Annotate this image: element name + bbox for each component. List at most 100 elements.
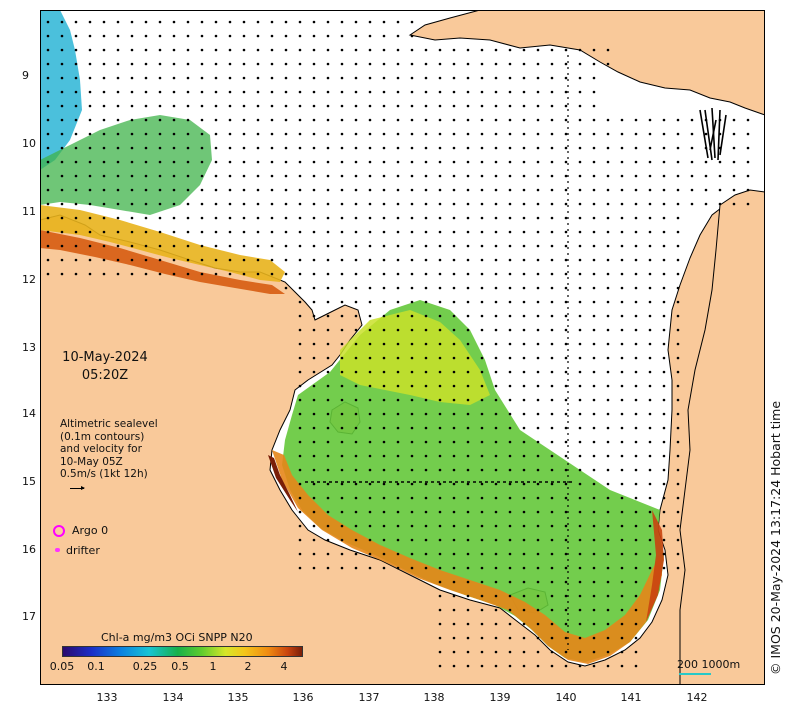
velocity-arrow: [662, 272, 666, 276]
velocity-arrow: [284, 62, 288, 66]
velocity-arrow: [648, 272, 652, 276]
velocity-arrow: [396, 370, 400, 374]
velocity-arrow: [634, 118, 638, 122]
velocity-arrow: [536, 132, 540, 136]
velocity-arrow: [522, 650, 526, 654]
velocity-arrow: [578, 174, 582, 178]
velocity-arrow: [242, 188, 246, 192]
velocity-arrow: [368, 272, 372, 276]
velocity-arrow: [368, 328, 372, 332]
velocity-arrow: [130, 174, 134, 178]
velocity-arrow: [396, 356, 400, 360]
velocity-arrow: [480, 566, 484, 570]
velocity-arrow: [116, 244, 120, 248]
velocity-arrow: [564, 454, 568, 458]
velocity-arrow: [522, 412, 526, 416]
velocity-arrow: [284, 272, 288, 276]
map-area[interactable]: [40, 10, 765, 685]
velocity-arrow: [228, 160, 232, 164]
velocity-arrow: [480, 552, 484, 556]
lat-tick: 15: [22, 475, 36, 488]
velocity-arrow: [536, 566, 540, 570]
velocity-arrow: [256, 48, 260, 52]
velocity-arrow: [144, 132, 148, 136]
velocity-arrow: [368, 454, 372, 458]
velocity-arrow: [438, 482, 442, 486]
velocity-arrow: [270, 230, 274, 234]
velocity-arrow: [354, 398, 358, 402]
velocity-arrow: [508, 664, 512, 668]
velocity-arrow: [312, 412, 316, 416]
velocity-arrow: [466, 216, 470, 220]
velocity-arrow: [480, 146, 484, 150]
velocity-arrow: [340, 482, 344, 486]
velocity-arrow: [424, 300, 428, 304]
velocity-arrow: [200, 188, 204, 192]
velocity-arrow: [326, 76, 330, 80]
velocity-arrow: [508, 146, 512, 150]
velocity-arrow: [480, 524, 484, 528]
velocity-arrow: [270, 118, 274, 122]
legend-line: 10-May 05Z: [60, 455, 123, 468]
velocity-arrow: [298, 412, 302, 416]
velocity-arrow: [186, 258, 190, 262]
velocity-arrow: [354, 76, 358, 80]
velocity-arrow: [550, 552, 554, 556]
velocity-arrow: [466, 272, 470, 276]
velocity-arrow: [242, 76, 246, 80]
velocity-arrow: [396, 426, 400, 430]
velocity-arrow: [494, 552, 498, 556]
velocity-arrow: [410, 300, 414, 304]
velocity-arrow: [424, 272, 428, 276]
velocity-arrow: [522, 216, 526, 220]
velocity-arrow: [438, 636, 442, 640]
colorbar-title: Chl-a mg/m3 OCi SNPP N20: [101, 631, 253, 644]
velocity-arrow: [340, 118, 344, 122]
velocity-arrow: [60, 132, 64, 136]
velocity-arrow: [634, 370, 638, 374]
velocity-arrow: [536, 580, 540, 584]
velocity-arrow: [186, 90, 190, 94]
velocity-arrow: [312, 90, 316, 94]
chl-gulf-orange-coast: [272, 450, 662, 664]
velocity-arrow: [578, 160, 582, 164]
velocity-arrow: [424, 412, 428, 416]
velocity-arrow: [60, 118, 64, 122]
velocity-arrow: [214, 258, 218, 262]
velocity-arrow: [270, 160, 274, 164]
velocity-arrow: [494, 286, 498, 290]
velocity-arrow: [508, 230, 512, 234]
velocity-arrow: [452, 636, 456, 640]
velocity-arrow: [620, 440, 624, 444]
velocity-arrow: [214, 20, 218, 24]
velocity-arrow: [46, 244, 50, 248]
velocity-arrow: [354, 258, 358, 262]
velocity-arrow: [158, 118, 162, 122]
velocity-arrow: [312, 160, 316, 164]
velocity-arrow: [634, 538, 638, 542]
velocity-arrow: [74, 118, 78, 122]
velocity-arrow: [592, 650, 596, 654]
velocity-arrow: [522, 118, 526, 122]
velocity-arrow: [368, 216, 372, 220]
velocity-arrow: [298, 244, 302, 248]
velocity-arrow: [396, 62, 400, 66]
velocity-arrow: [382, 286, 386, 290]
velocity-arrow: [746, 118, 750, 122]
velocity-arrow: [676, 300, 680, 304]
velocity-arrow: [298, 356, 302, 360]
land-northern-territory: [40, 204, 765, 685]
velocity-arrow: [410, 132, 414, 136]
velocity-arrow: [480, 650, 484, 654]
velocity-arrow: [172, 244, 176, 248]
velocity-arrow: [214, 244, 218, 248]
velocity-arrow: [550, 594, 554, 598]
velocity-arrow: [494, 384, 498, 388]
velocity-arrow: [438, 314, 442, 318]
velocity-arrow: [578, 552, 582, 556]
velocity-arrow: [312, 62, 316, 66]
velocity-arrow: [74, 146, 78, 150]
velocity-arrow: [578, 62, 582, 66]
velocity-arrow: [102, 174, 106, 178]
velocity-arrow: [410, 468, 414, 472]
